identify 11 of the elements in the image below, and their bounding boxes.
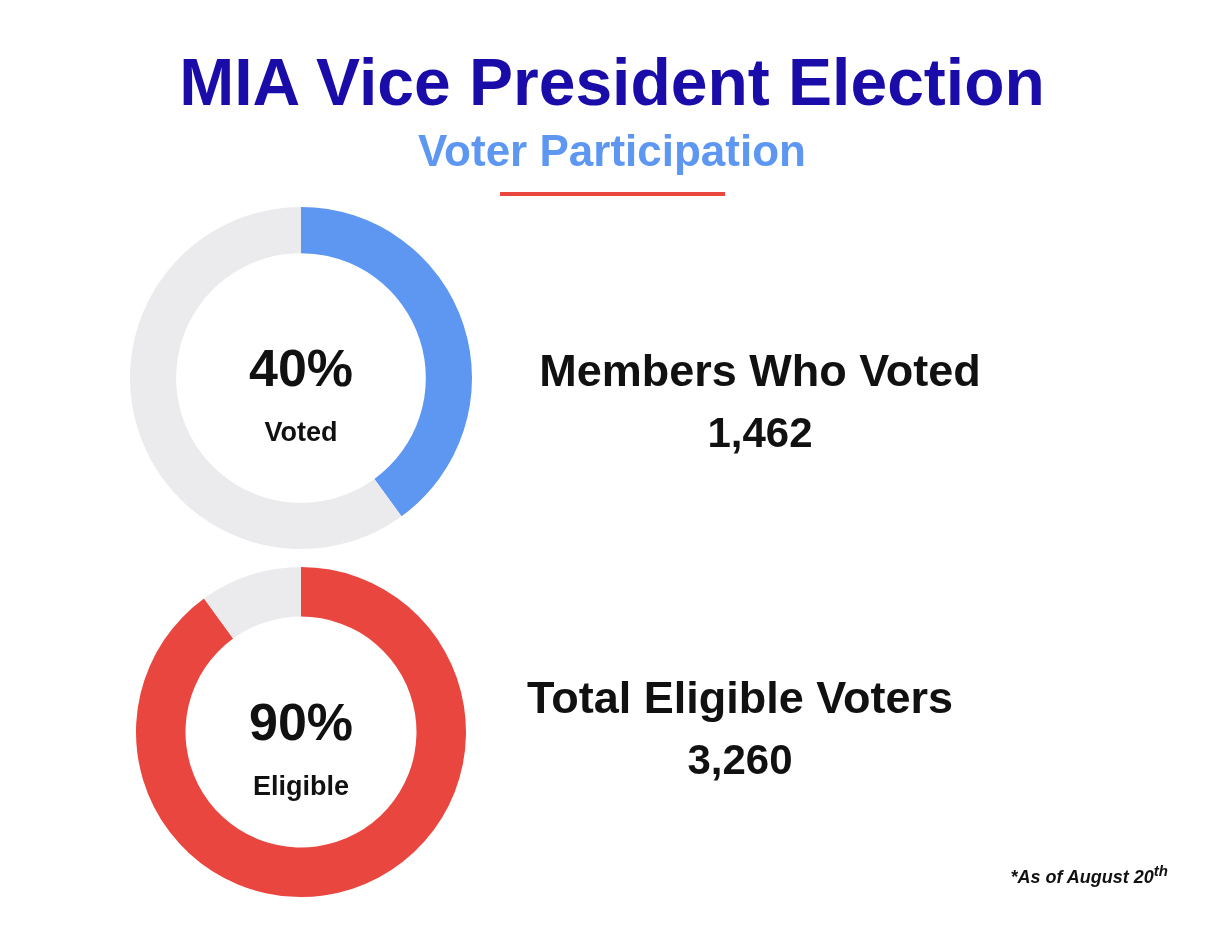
data-label: 40% — [248, 339, 354, 398]
slice-label: Voted — [264, 417, 338, 448]
text: Members Who Voted — [538, 345, 982, 397]
text: 3,260 — [686, 736, 794, 784]
data-label: 90% — [248, 693, 354, 752]
slice-label: Eligible — [252, 771, 350, 802]
text: *As of August 20$^{th}$ — [1010, 862, 1168, 888]
text: 1,462 — [706, 409, 814, 457]
text: Voter Participation — [417, 126, 807, 176]
text: MIA Vice President Election — [178, 44, 1046, 120]
text: Total Eligible Voters — [526, 672, 954, 724]
